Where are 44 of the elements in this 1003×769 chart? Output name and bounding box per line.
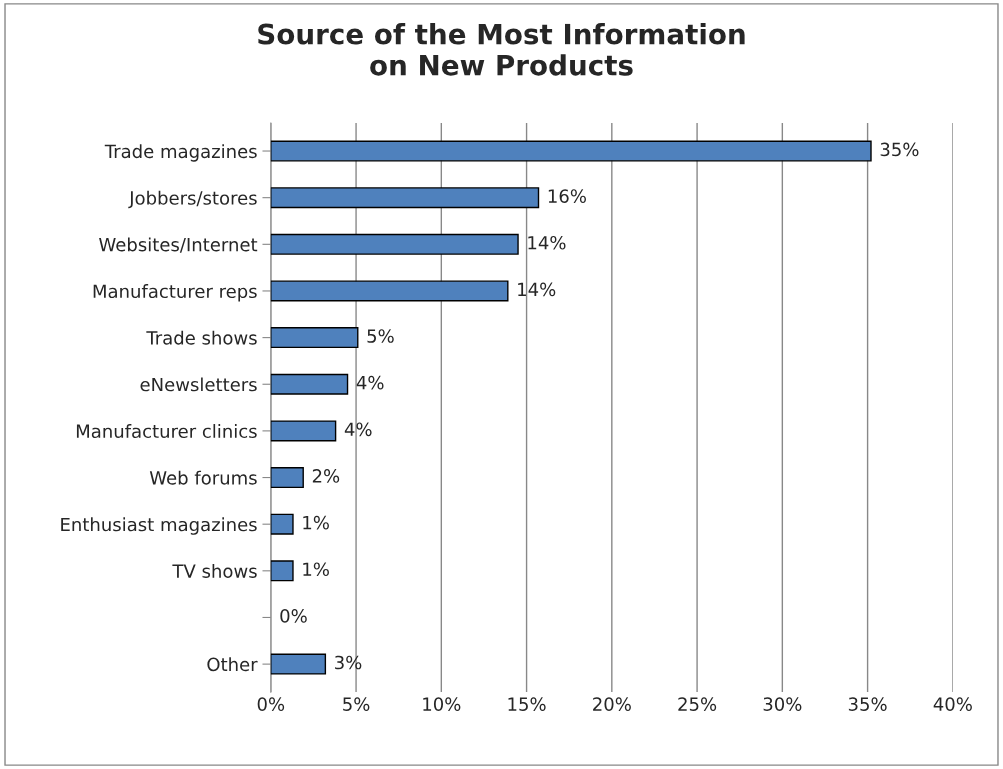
x-tick-label: 5% <box>343 697 370 711</box>
data-label: 4% <box>356 375 384 390</box>
bar <box>270 560 294 582</box>
bar <box>270 233 519 255</box>
bar <box>270 653 327 675</box>
x-tick-label: 20% <box>593 697 631 711</box>
y-tick-label: Web forums <box>149 470 257 485</box>
bar <box>270 280 509 302</box>
data-label: 5% <box>367 329 394 343</box>
x-tick-label: 40% <box>933 697 972 711</box>
data-label: 2% <box>312 469 340 483</box>
data-label: 14% <box>528 235 566 250</box>
data-label: 16% <box>548 189 586 203</box>
data-label: 35% <box>880 142 919 157</box>
y-tick-label: Trade shows <box>146 330 257 345</box>
data-label: 1% <box>303 515 329 530</box>
data-label: 1% <box>303 562 329 577</box>
x-tick-label: 25% <box>678 697 717 711</box>
data-label: 4% <box>344 422 372 437</box>
bar <box>270 187 540 209</box>
y-tick-label: Manufacturer reps <box>93 284 257 302</box>
y-tick-label: TV shows <box>172 563 257 578</box>
data-label: 14% <box>518 282 556 297</box>
y-tick-label: eNewsletters <box>140 377 257 392</box>
y-tick-label: Manufacturer clinics <box>76 424 257 439</box>
bar <box>270 140 872 162</box>
y-tick-label: Websites/Internet <box>99 237 258 253</box>
bar <box>270 513 294 535</box>
x-tick-label: 35% <box>848 697 887 711</box>
data-label: 3% <box>335 655 362 670</box>
bar <box>270 420 337 442</box>
y-tick-label: Trade magazines <box>104 144 257 162</box>
x-tick-label: 15% <box>508 697 546 711</box>
bar <box>270 327 359 349</box>
x-tick-label: 30% <box>763 697 802 711</box>
bar <box>270 373 349 395</box>
x-tick-label: 0% <box>257 697 285 711</box>
x-tick-label: 10% <box>423 697 461 711</box>
y-tick-label: Other <box>207 657 258 672</box>
data-label: 0% <box>280 609 307 623</box>
y-tick-label: Enthusiast magazines <box>61 517 257 535</box>
chart-title: Source of the Most Information on New Products <box>258 23 745 76</box>
y-tick-label: Jobbers/stores <box>128 190 257 209</box>
bar <box>270 467 304 489</box>
